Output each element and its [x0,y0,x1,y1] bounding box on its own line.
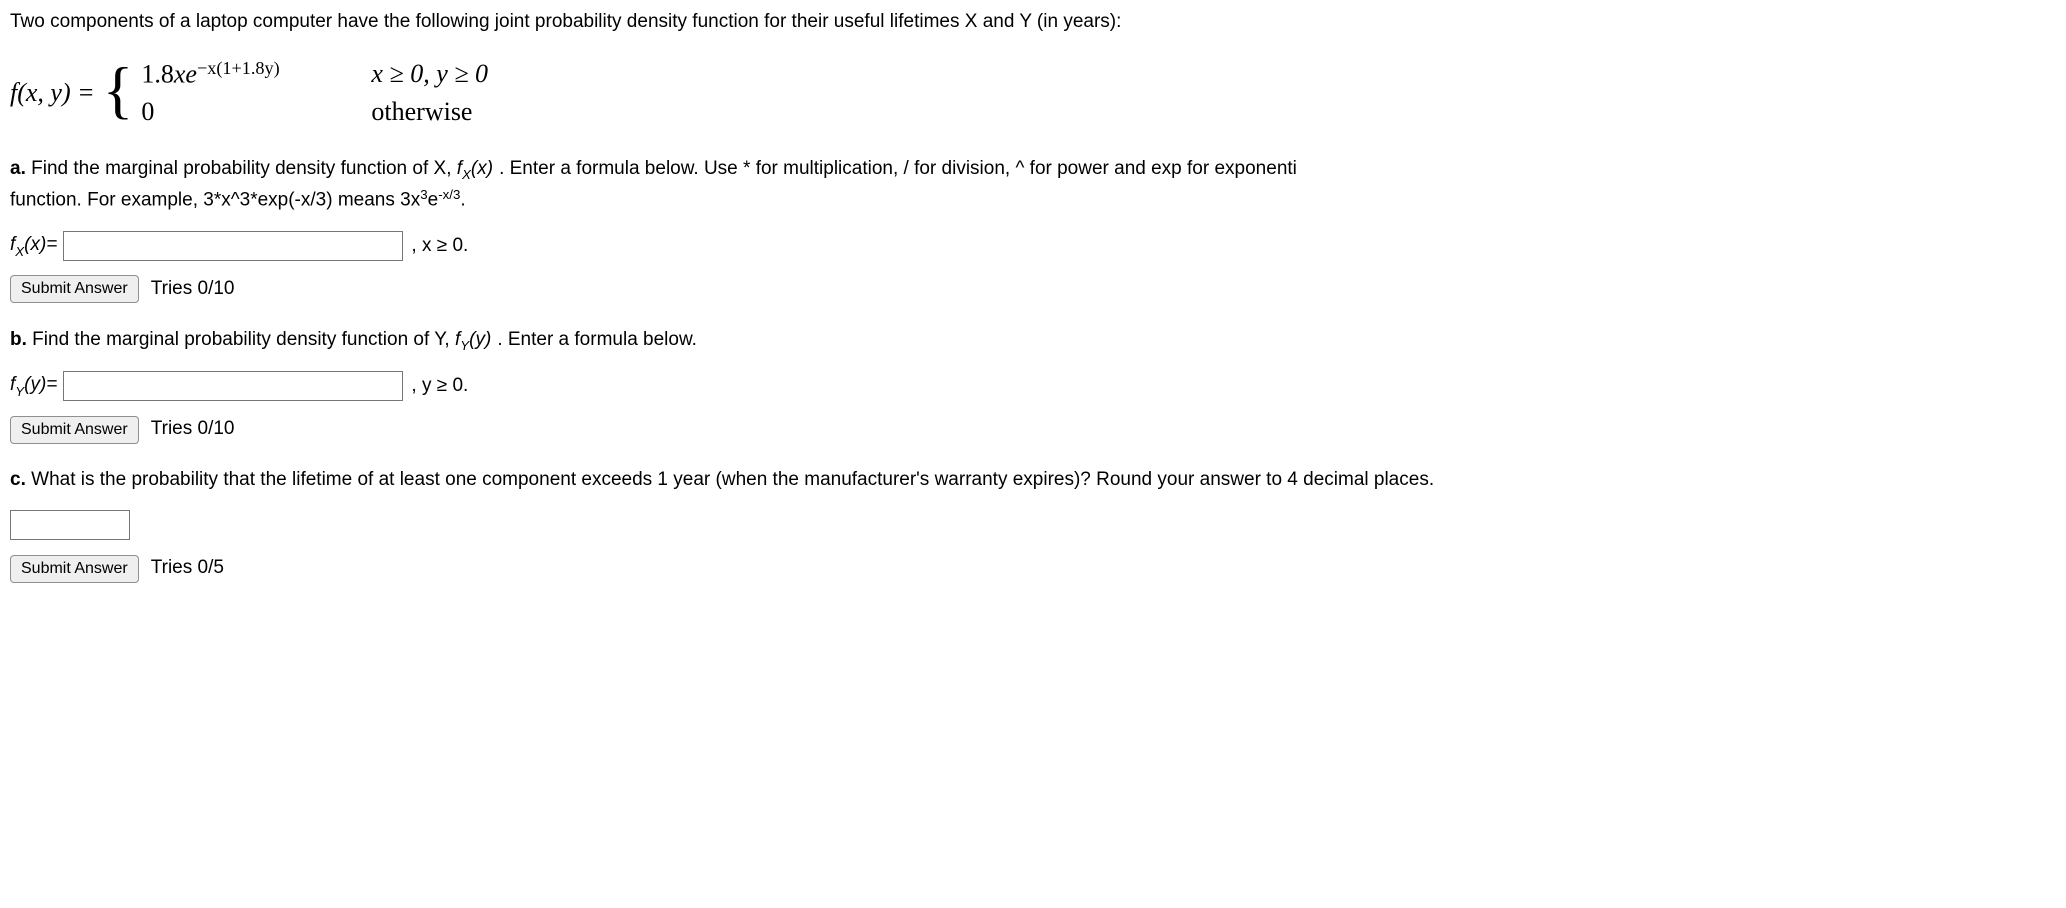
part-a-input[interactable] [63,231,403,261]
part-b-text: b. Find the marginal probability density… [10,326,2056,356]
part-c-text: c. What is the probability that the life… [10,466,2056,495]
part-c-submit-row: Submit Answer Tries 0/5 [10,554,2056,583]
part-a-text: a. Find the marginal probability density… [10,155,2056,216]
part-a-tries: Tries 0/10 [151,275,235,304]
part-b-submit-row: Submit Answer Tries 0/10 [10,415,2056,444]
pdf-case1-expr: 1.8xe−x(1+1.8y) [141,54,371,94]
pdf-lhs: f(x, y) = [10,73,95,112]
fx-label: fX(x)= [10,231,57,261]
pdf-case1-cond: x ≥ 0, y ≥ 0 [371,54,488,93]
part-c-answer-row [10,510,2056,540]
part-c-input[interactable] [10,510,130,540]
left-brace: { [103,68,134,113]
part-c-submit-button[interactable]: Submit Answer [10,555,139,583]
part-c-tries: Tries 0/5 [151,554,224,583]
part-b-answer-row: fY(y)= , y ≥ 0. [10,371,2056,401]
fy-label: fY(y)= [10,371,57,401]
part-a-submit-row: Submit Answer Tries 0/10 [10,275,2056,304]
part-b-tries: Tries 0/10 [151,415,235,444]
part-a-condition: , x ≥ 0. [411,232,468,261]
part-b-submit-button[interactable]: Submit Answer [10,416,139,444]
problem-intro: Two components of a laptop computer have… [10,8,2056,37]
part-b-input[interactable] [63,371,403,401]
part-b-condition: , y ≥ 0. [411,372,468,401]
joint-pdf-formula: f(x, y) = { 1.8xe−x(1+1.8y) x ≥ 0, y ≥ 0… [10,55,2056,131]
pdf-case2-cond: otherwise [371,92,472,131]
part-a-submit-button[interactable]: Submit Answer [10,275,139,303]
pdf-case2-expr: 0 [141,92,371,131]
part-a-answer-row: fX(x)= , x ≥ 0. [10,231,2056,261]
